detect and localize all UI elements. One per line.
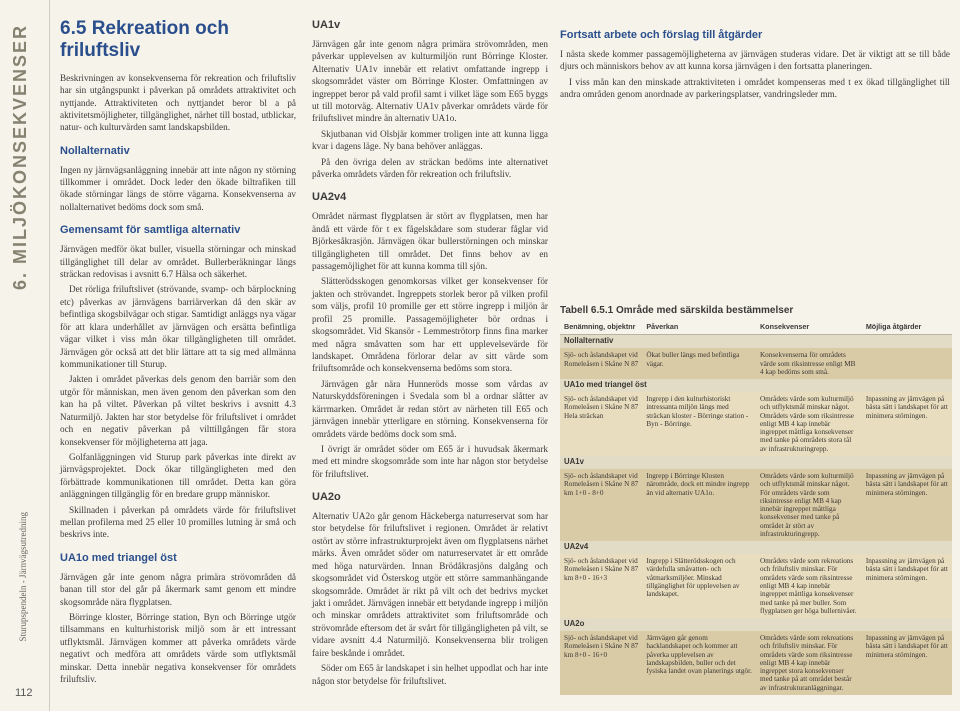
table-cell: Sjö- och åslandskapet vid Romeleåsen i S… (560, 469, 642, 541)
heading-fortsatt: Fortsatt arbete och förslag till åtgärde… (560, 28, 950, 43)
table-cell: Områdets värde som kulturmiljö och utfly… (756, 392, 862, 456)
body-text: Börringe kloster, Börringe station, Byn … (60, 611, 296, 686)
intro-paragraph: Beskrivningen av konsekvenserna för rekr… (60, 72, 296, 134)
heading-nollalternativ: Nollalternativ (60, 144, 296, 159)
body-text: På den övriga delen av sträckan bedöms i… (312, 156, 548, 181)
table-section-row: Nollalternativ (560, 335, 952, 348)
body-text: Skjutbanan vid Olsbjär kommer troligen i… (312, 128, 548, 153)
table-header: Påverkan (642, 320, 756, 335)
table-cell: Inpassning av järnvägen på bästa sätt i … (862, 631, 952, 695)
body-text: Järnvägen medför ökat buller, visuella s… (60, 243, 296, 280)
table-cell: Områdets värde som kulturmiljö och utfly… (756, 469, 862, 541)
table-header-row: Benämning, objektnr Påverkan Konsekvense… (560, 320, 952, 335)
table-cell: Ökat buller längs med befintliga vägar. (642, 348, 756, 379)
table-header: Konsekvenser (756, 320, 862, 335)
table-cell (862, 348, 952, 379)
body-text: Söder om E65 är landskapet i sin helhet … (312, 662, 548, 687)
table-cell: Ingrepp i Börringe Klosten närområde, do… (642, 469, 756, 541)
right-column: Fortsatt arbete och förslag till åtgärde… (560, 18, 950, 104)
table-cell: Områdets värde som rekreations och frilu… (756, 631, 862, 695)
page-number: 112 (15, 687, 33, 699)
body-text: Slätterödsskogen genomkorsas vilket ger … (312, 275, 548, 374)
body-text: Alternativ UA2o går genom Häckeberga nat… (312, 510, 548, 659)
body-text: Golfanläggningen vid Sturup park påverka… (60, 451, 296, 501)
table-title: Tabell 6.5.1 Område med särskilda bestäm… (560, 305, 952, 316)
main-text-columns: 6.5 Rekreation och friluftsliv Beskrivni… (60, 18, 548, 698)
section-heading: 6.5 Rekreation och friluftsliv (60, 18, 296, 62)
heading-ua1o: UA1o med triangel öst (60, 551, 296, 566)
table-cell: Ingrepp i Slätterödsskogen och värdefull… (642, 554, 756, 618)
table-section-row: UA2o (560, 618, 952, 631)
body-text: Det rörliga friluftslivet (strövande, sv… (60, 283, 296, 370)
table-cell: Inpassning av järnvägen på bästa sätt i … (862, 554, 952, 618)
heading-ua1v: UA1v (312, 18, 548, 33)
body-text: Järnvägen går inte genom några primära s… (312, 38, 548, 125)
body-text: I övrigt är området söder om E65 är i hu… (312, 443, 548, 480)
table-cell: Konsekvenserna för områdets värde som ri… (756, 348, 862, 379)
table-row: Sjö- och åslandskapet vid Romeleåsen i S… (560, 554, 952, 618)
heading-ua2o: UA2o (312, 490, 548, 505)
table-row: Sjö- och åslandskapet vid Romeleåsen i S… (560, 348, 952, 379)
table-row: Sjö- och åslandskapet vid Romeleåsen i S… (560, 631, 952, 695)
table-cell: Sjö- och åslandskapet vid Romeleåsen i S… (560, 392, 642, 456)
regulations-table: Benämning, objektnr Påverkan Konsekvense… (560, 320, 952, 695)
chapter-title: 6. MILJÖKONSEKVENSER (10, 24, 31, 290)
table-cell: Områdets värde som rekreations och frilu… (756, 554, 862, 618)
table-row: Sjö- och åslandskapet vid Romeleåsen i S… (560, 469, 952, 541)
body-text: Skillnaden i påverkan på områdets värde … (60, 504, 296, 541)
table-cell: Järnvägen går genom hacklandskapet och k… (642, 631, 756, 695)
heading-gemensamt: Gemensamt för samtliga alternativ (60, 223, 296, 238)
table-header: Benämning, objektnr (560, 320, 642, 335)
doc-subtitle: Sturupspendeln - Järnvägsutredning (18, 512, 28, 641)
table-cell: Sjö- och åslandskapet vid Romeleåsen i S… (560, 348, 642, 379)
table-header: Möjliga åtgärder (862, 320, 952, 335)
table-cell: Ingrepp i den kulturhistoriskt intressan… (642, 392, 756, 456)
body-text: Järnvägen går inte genom några primära s… (60, 571, 296, 608)
table-cell: Sjö- och åslandskapet vid Romeleåsen i S… (560, 554, 642, 618)
body-text: Området närmast flygplatsen är stört av … (312, 210, 548, 272)
body-text: Järnvägen går nära Hunneröds mosse som v… (312, 378, 548, 440)
table-section-row: UA1o med triangel öst (560, 379, 952, 392)
table-row: Sjö- och åslandskapet vid Romeleåsen i S… (560, 392, 952, 456)
table-cell: Inpassning av järnvägen på bästa sätt i … (862, 469, 952, 541)
body-text: Ingen ny järnvägsanläggning innebär att … (60, 164, 296, 214)
body-text: I nästa skede kommer passagemöjlighetern… (560, 48, 950, 73)
heading-ua2v4: UA2v4 (312, 190, 548, 205)
table-section-row: UA1v (560, 456, 952, 469)
table-cell: Inpassning av järnvägen på bästa sätt i … (862, 392, 952, 456)
body-text: Jakten i området påverkas dels genom den… (60, 373, 296, 448)
sidebar: 6. MILJÖKONSEKVENSER Sturupspendeln - Jä… (0, 0, 50, 711)
body-text: I viss mån kan den minskade attraktivite… (560, 76, 950, 101)
table-cell: Sjö- och åslandskapet vid Romeleåsen i S… (560, 631, 642, 695)
table-section-row: UA2v4 (560, 541, 952, 554)
table-wrapper: Tabell 6.5.1 Område med särskilda bestäm… (560, 305, 952, 695)
